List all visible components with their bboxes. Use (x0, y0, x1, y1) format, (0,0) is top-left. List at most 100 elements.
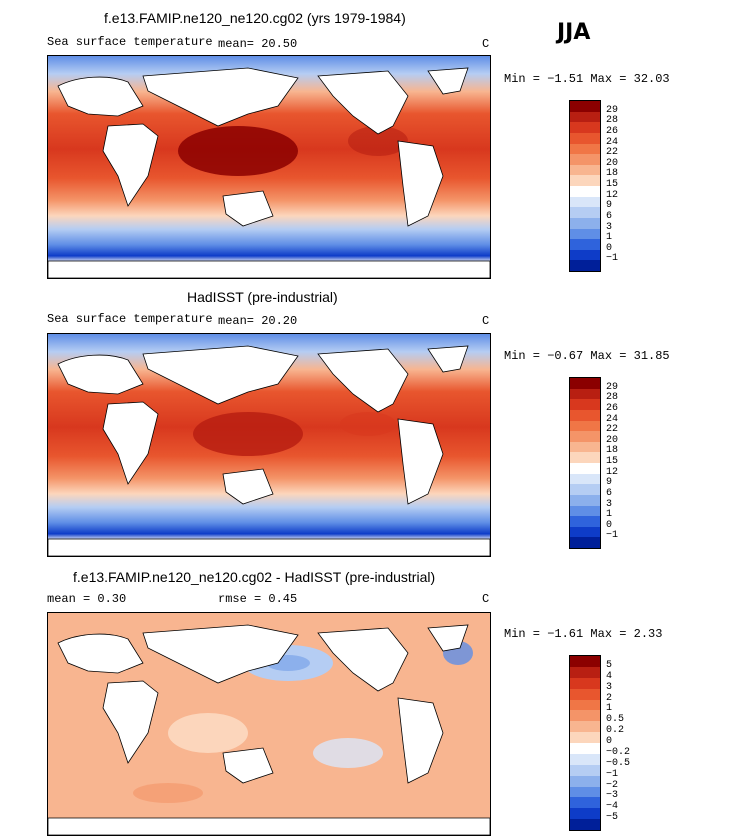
colorbar-swatch (570, 786, 600, 798)
colorbar-swatch (570, 101, 600, 112)
colorbar-swatch (570, 239, 600, 250)
colorbar-level-label: 15 (606, 179, 619, 190)
colorbar-swatch (570, 132, 600, 144)
colorbar-level-label: 0 (606, 242, 613, 254)
colorbar-level-label: 3 (606, 221, 613, 233)
colorbar-level-label: 28 (606, 115, 619, 127)
panel-2-map-svg (48, 334, 490, 556)
colorbar-swatch (570, 431, 600, 442)
panel-3-minmax: Min = −1.61 Max = 2.33 (504, 627, 663, 641)
panel-2-variable: Sea surface temperature (47, 312, 213, 326)
panel-2-colorbar (569, 377, 601, 549)
colorbar-swatch (570, 688, 600, 700)
colorbar-swatch (570, 196, 600, 208)
colorbar-swatch (570, 441, 600, 453)
colorbar-level-label: 15 (606, 456, 619, 467)
panel-2-title: HadISST (pre-industrial) (187, 289, 338, 305)
colorbar-level-label: 9 (606, 200, 613, 212)
colorbar-level-label: 3 (606, 498, 613, 510)
colorbar-swatch (570, 186, 600, 197)
colorbar-level-label: −1 (606, 253, 619, 265)
colorbar-swatch (570, 699, 600, 711)
colorbar-swatch (570, 409, 600, 421)
colorbar-level-label: 0 (606, 519, 613, 531)
panel-1-map-svg (48, 56, 490, 278)
colorbar-level-label: 26 (606, 402, 619, 414)
colorbar-level-label: 18 (606, 445, 619, 457)
colorbar-level-label: 9 (606, 477, 613, 489)
panel-3-map (47, 612, 491, 836)
panel-1-land (48, 67, 490, 278)
colorbar-swatch (570, 819, 600, 830)
colorbar-swatch (570, 122, 600, 133)
colorbar-swatch (570, 420, 600, 432)
colorbar-level-label: −2 (606, 779, 619, 791)
colorbar-level-label: 6 (606, 210, 613, 222)
colorbar-level-label: −4 (606, 801, 619, 813)
colorbar-level-label: 12 (606, 466, 619, 478)
panel-3-colorbar (569, 655, 601, 831)
colorbar-swatch (570, 399, 600, 410)
colorbar-swatch (570, 797, 600, 809)
colorbar-swatch (570, 473, 600, 485)
colorbar-swatch (570, 388, 600, 400)
panel-1-minmax: Min = −1.51 Max = 32.03 (504, 72, 670, 86)
season-label: JJA (557, 20, 591, 45)
panel-1-map (47, 55, 491, 279)
colorbar-swatch (570, 753, 600, 765)
colorbar-swatch (570, 164, 600, 176)
panel-2-map (47, 333, 491, 557)
panel-2-minmax: Min = −0.67 Max = 31.85 (504, 349, 670, 363)
colorbar-swatch (570, 656, 600, 667)
colorbar-swatch (570, 378, 600, 389)
colorbar-swatch (570, 710, 600, 722)
colorbar-swatch (570, 143, 600, 155)
colorbar-level-label: 1 (606, 703, 613, 715)
panel-3-title: f.e13.FAMIP.ne120_ne120.cg02 - HadISST (… (73, 569, 436, 585)
colorbar-swatch (570, 249, 600, 261)
colorbar-swatch (570, 207, 600, 218)
colorbar-swatch (570, 516, 600, 527)
colorbar-level-label: 1 (606, 232, 613, 244)
colorbar-level-label: 1 (606, 509, 613, 521)
colorbar-swatch (570, 721, 600, 733)
colorbar-level-label: 5 (606, 659, 613, 671)
colorbar-swatch (570, 505, 600, 517)
colorbar-level-label: 0 (606, 736, 613, 747)
colorbar-level-label: 22 (606, 424, 619, 436)
colorbar-swatch (570, 743, 600, 754)
panel-1-units: C (482, 37, 490, 51)
colorbar-swatch (570, 111, 600, 123)
colorbar-swatch (570, 484, 600, 495)
colorbar-swatch (570, 463, 600, 474)
colorbar-swatch (570, 808, 600, 820)
colorbar-level-label: 28 (606, 392, 619, 404)
panel-2-units: C (482, 314, 490, 328)
colorbar-swatch (570, 732, 600, 743)
colorbar-swatch (570, 494, 600, 506)
colorbar-level-label: 4 (606, 670, 613, 682)
colorbar-level-label: 2 (606, 692, 613, 704)
colorbar-level-label: 20 (606, 157, 619, 169)
panel-3-rmse: rmse = 0.45 (218, 592, 298, 606)
colorbar-level-label: −0.2 (606, 746, 631, 758)
colorbar-swatch (570, 666, 600, 678)
colorbar-swatch (570, 260, 600, 271)
colorbar-level-label: −0.5 (606, 757, 631, 769)
colorbar-level-label: 29 (606, 104, 619, 116)
colorbar-level-label: −5 (606, 812, 619, 824)
panel-1-mean: mean= 20.50 (218, 37, 298, 51)
panel-3-land (48, 624, 490, 835)
colorbar-level-label: 6 (606, 487, 613, 499)
panel-3-map-svg (48, 613, 490, 835)
colorbar-swatch (570, 526, 600, 538)
colorbar-level-label: −1 (606, 530, 619, 542)
colorbar-level-label: −3 (606, 790, 619, 802)
colorbar-swatch (570, 537, 600, 548)
colorbar-level-label: 29 (606, 381, 619, 393)
panel-1-colorbar (569, 100, 601, 272)
colorbar-level-label: 0.2 (606, 725, 625, 737)
colorbar-level-label: 22 (606, 147, 619, 159)
colorbar-swatch (570, 228, 600, 240)
colorbar-level-label: 18 (606, 168, 619, 180)
